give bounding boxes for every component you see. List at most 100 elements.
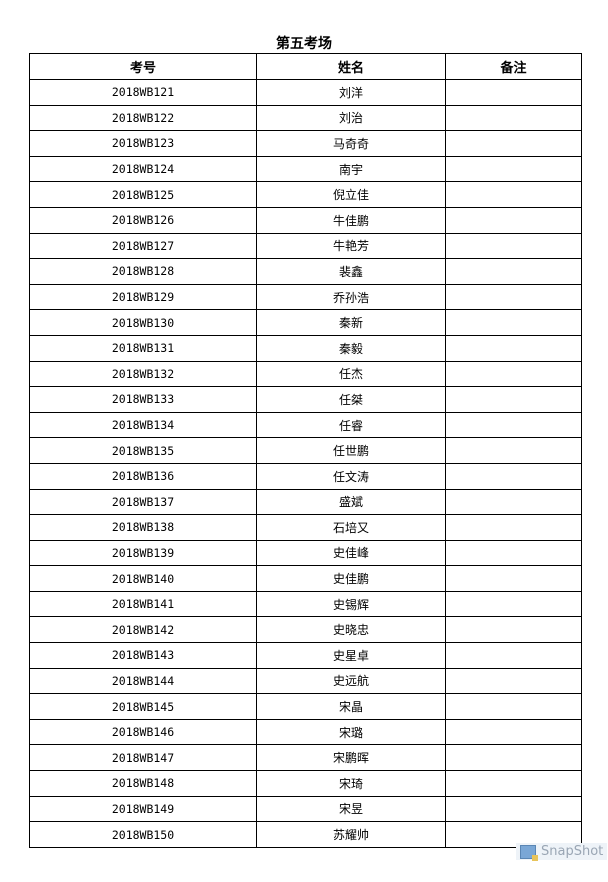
exam-room-table: 考号 姓名 备注 2018WB121 刘洋 2018WB122 刘治 2018WB123… [29, 53, 582, 848]
remarks-cell [445, 488, 582, 516]
table-row: 2018WB137 盛斌 [29, 488, 582, 516]
remarks-cell [445, 437, 582, 464]
name-cell: 任桀 [256, 386, 446, 413]
table-row: 2018WB146 宋璐 [29, 718, 582, 746]
name-cell: 史晓忠 [256, 616, 446, 644]
table-row: 2018WB141 史锡辉 [29, 590, 582, 618]
name-cell: 倪立佳 [256, 181, 446, 208]
table-row: 2018WB145 宋晶 [29, 693, 582, 720]
remarks-cell [445, 104, 582, 132]
name-cell: 史远航 [256, 667, 446, 695]
name-cell: 牛艳芳 [256, 232, 446, 260]
table-row: 2018WB133 任桀 [29, 386, 582, 413]
table-row: 2018WB130 秦新 [29, 309, 582, 336]
snapshot-icon [520, 844, 538, 861]
name-cell: 宋昱 [256, 795, 446, 823]
exam-number-cell: 2018WB147 [29, 744, 257, 772]
table-row: 2018WB142 史晓忠 [29, 616, 582, 644]
table-row: 2018WB136 任文涛 [29, 462, 582, 490]
exam-number-cell: 2018WB130 [29, 309, 257, 336]
name-cell: 刘洋 [256, 79, 446, 106]
table-row: 2018WB148 宋琦 [29, 770, 582, 797]
snapshot-watermark: SnapShot [516, 843, 608, 861]
exam-number-cell: 2018WB129 [29, 283, 257, 311]
remarks-cell [445, 795, 582, 823]
name-cell: 苏耀帅 [256, 821, 446, 848]
name-cell: 秦新 [256, 309, 446, 336]
header-remarks: 备注 [445, 53, 582, 80]
exam-number-cell: 2018WB138 [29, 514, 257, 541]
exam-number-cell: 2018WB123 [29, 130, 257, 157]
exam-number-cell: 2018WB125 [29, 181, 257, 208]
table-row: 2018WB150 苏耀帅 [29, 821, 582, 848]
exam-number-cell: 2018WB134 [29, 411, 257, 439]
remarks-cell [445, 360, 582, 388]
remarks-cell [445, 693, 582, 720]
table-row: 2018WB129 乔孙浩 [29, 283, 582, 311]
exam-number-cell: 2018WB137 [29, 488, 257, 516]
remarks-cell [445, 181, 582, 208]
exam-number-cell: 2018WB150 [29, 821, 257, 848]
remarks-cell [445, 616, 582, 644]
name-cell: 盛斌 [256, 488, 446, 516]
table-row: 2018WB139 史佳峰 [29, 539, 582, 567]
table-row: 2018WB135 任世鹏 [29, 437, 582, 464]
exam-number-cell: 2018WB122 [29, 104, 257, 132]
remarks-cell [445, 514, 582, 541]
table-row: 2018WB144 史远航 [29, 667, 582, 695]
name-cell: 牛佳鹏 [256, 206, 446, 234]
exam-number-cell: 2018WB141 [29, 590, 257, 618]
name-cell: 宋璐 [256, 718, 446, 746]
exam-number-cell: 2018WB121 [29, 79, 257, 106]
table-row: 2018WB122 刘治 [29, 104, 582, 132]
table-row: 2018WB125 倪立佳 [29, 181, 582, 208]
exam-number-cell: 2018WB142 [29, 616, 257, 644]
page-title: 第五考场 [276, 36, 332, 52]
table-row: 2018WB143 史星卓 [29, 642, 582, 669]
exam-number-cell: 2018WB148 [29, 770, 257, 797]
table-row: 2018WB121 刘洋 [29, 79, 582, 106]
name-cell: 秦毅 [256, 334, 446, 362]
remarks-cell [445, 411, 582, 439]
watermark-text: SnapShot [541, 844, 604, 859]
table-row: 2018WB123 马奇奇 [29, 130, 582, 157]
table-row: 2018WB140 史佳鹏 [29, 565, 582, 592]
remarks-cell [445, 770, 582, 797]
remarks-cell [445, 79, 582, 106]
name-cell: 任杰 [256, 360, 446, 388]
name-cell: 乔孙浩 [256, 283, 446, 311]
table-row: 2018WB138 石培又 [29, 514, 582, 541]
exam-number-cell: 2018WB124 [29, 155, 257, 183]
exam-number-cell: 2018WB139 [29, 539, 257, 567]
remarks-cell [445, 539, 582, 567]
exam-number-cell: 2018WB133 [29, 386, 257, 413]
name-cell: 刘治 [256, 104, 446, 132]
table-row: 2018WB124 南宇 [29, 155, 582, 183]
table-row: 2018WB128 裴鑫 [29, 258, 582, 285]
remarks-cell [445, 565, 582, 592]
name-cell: 史星卓 [256, 642, 446, 669]
exam-number-cell: 2018WB132 [29, 360, 257, 388]
exam-number-cell: 2018WB145 [29, 693, 257, 720]
table-row: 2018WB132 任杰 [29, 360, 582, 388]
exam-number-cell: 2018WB135 [29, 437, 257, 464]
name-cell: 任世鹏 [256, 437, 446, 464]
remarks-cell [445, 642, 582, 669]
table-row: 2018WB149 宋昱 [29, 795, 582, 823]
name-cell: 任睿 [256, 411, 446, 439]
exam-number-cell: 2018WB131 [29, 334, 257, 362]
remarks-cell [445, 309, 582, 336]
exam-number-cell: 2018WB126 [29, 206, 257, 234]
remarks-cell [445, 718, 582, 746]
remarks-cell [445, 130, 582, 157]
table-row: 2018WB134 任睿 [29, 411, 582, 439]
header-name: 姓名 [256, 53, 446, 80]
exam-number-cell: 2018WB144 [29, 667, 257, 695]
name-cell: 马奇奇 [256, 130, 446, 157]
remarks-cell [445, 155, 582, 183]
name-cell: 史佳峰 [256, 539, 446, 567]
name-cell: 宋琦 [256, 770, 446, 797]
exam-number-cell: 2018WB140 [29, 565, 257, 592]
name-cell: 南宇 [256, 155, 446, 183]
name-cell: 宋晶 [256, 693, 446, 720]
